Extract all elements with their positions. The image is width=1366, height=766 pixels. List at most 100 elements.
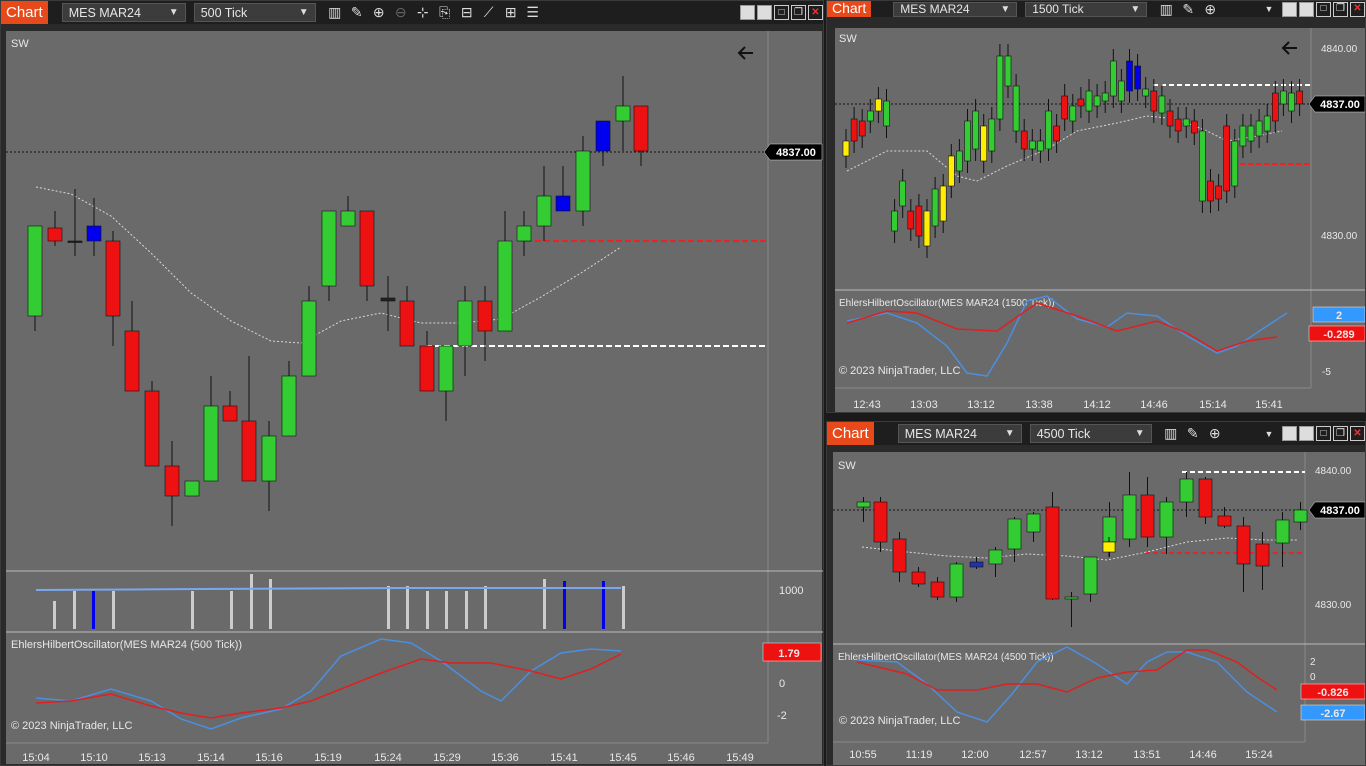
bar-style-icon[interactable]: ▥ (328, 4, 342, 20)
candle (1061, 95, 1068, 120)
zoom-out-icon[interactable]: ⊖ (394, 4, 407, 20)
window-title: Chart (827, 1, 872, 17)
candle (281, 375, 297, 437)
last-price-tag-text: 4837.00 (776, 147, 816, 159)
restore-icon[interactable]: ❐ (1333, 1, 1348, 17)
candle (1207, 180, 1214, 202)
instrument-selector[interactable]: MES MAR24 ▼ (893, 1, 1018, 17)
oscillator-signal-line (846, 295, 1288, 377)
instrument-label: MES MAR24 (900, 2, 970, 16)
close-icon[interactable]: ✕ (1350, 1, 1365, 17)
candle (956, 150, 963, 172)
oscillator-value: 1.79 (778, 648, 799, 660)
draw-pencil-icon[interactable]: ✎ (1186, 425, 1199, 441)
volume-bar (445, 591, 448, 629)
period-label: 1500 Tick (1032, 2, 1084, 16)
data-box-icon[interactable]: ⎘ (439, 4, 451, 20)
candle (301, 300, 317, 377)
templates-icon[interactable]: ☰ (526, 4, 539, 20)
maximize-icon[interactable]: □ (774, 5, 789, 20)
instrument-selector[interactable]: MES MAR24 ▼ (897, 424, 1022, 443)
candle (615, 105, 631, 122)
maximize-icon[interactable]: □ (1316, 1, 1331, 17)
candle (399, 300, 415, 347)
chevron-down-icon[interactable]: ▼ (168, 7, 179, 18)
candle (1280, 90, 1287, 105)
close-icon[interactable]: ✕ (1350, 426, 1365, 441)
chevron-down-icon[interactable]: ▼ (1000, 3, 1011, 15)
close-icon[interactable]: ✕ (808, 5, 823, 20)
candle (67, 240, 83, 243)
period-selector[interactable]: 500 Tick ▼ (193, 3, 316, 22)
volume-bar (230, 591, 233, 629)
volume-bar (406, 586, 409, 629)
oscillator-value: -2.67 (1320, 708, 1345, 720)
tile-icon-2[interactable] (1299, 1, 1314, 17)
zoom-in-icon[interactable]: ⊕ (1204, 0, 1217, 17)
time-axis-label: 15:41 (1255, 399, 1283, 411)
tile-icon[interactable] (740, 5, 755, 20)
chart-canvas-4500[interactable]: SW 4840.00 4830.00 4837.00 EhlersHilbertOsci… (827, 422, 1366, 766)
tile-icon[interactable] (1282, 426, 1297, 441)
chevron-down-icon[interactable]: ▼ (298, 7, 309, 18)
zoom-in-icon[interactable]: ⊕ (372, 4, 385, 20)
candle (1179, 478, 1194, 503)
back-arrow-icon[interactable] (1281, 41, 1297, 55)
chart-canvas-1500[interactable]: SW 4840.00 4830.00 4837.00 EhlersHilbertOsci… (827, 1, 1366, 413)
candle (972, 110, 979, 150)
crosshair-icon[interactable]: ⊹ (416, 4, 429, 20)
instrument-selector[interactable]: MES MAR24 ▼ (61, 3, 186, 22)
bar-style-icon[interactable]: ▥ (1159, 0, 1173, 17)
draw-pencil-icon[interactable]: ✎ (350, 4, 363, 20)
bar-style-icon[interactable]: ▥ (1164, 425, 1178, 441)
candle (988, 118, 996, 152)
time-axis-label: 12:57 (1019, 749, 1047, 761)
candle (842, 140, 850, 157)
copyright-text: © 2023 NinjaTrader, LLC (839, 365, 960, 377)
draw-pencil-icon[interactable]: ✎ (1182, 0, 1195, 17)
restore-icon[interactable]: ❐ (791, 5, 806, 20)
chevron-down-icon[interactable]: ▼ (1134, 428, 1145, 439)
tile-icon[interactable] (1282, 1, 1297, 17)
period-selector[interactable]: 4500 Tick ▼ (1029, 424, 1152, 443)
main-chart-canvas[interactable]: SW 4837.00 1000 EhlersHilbertOscillator(MES… (1, 1, 824, 766)
candle (477, 300, 493, 332)
oscillator-line (856, 649, 1278, 693)
time-axis-label: 15:36 (491, 752, 519, 764)
moving-average-line (846, 115, 1283, 182)
restore-icon[interactable]: ❐ (1333, 426, 1348, 441)
more-dropdown-icon[interactable]: ▼ (1264, 4, 1274, 14)
properties-icon[interactable]: ⊟ (460, 4, 473, 20)
chart-toolbar: Chart MES MAR24 ▼ 1500 Tick ▼ ▥ ✎ ⊕ ▼ □ ❐ … (827, 1, 1365, 17)
tile-icon-2[interactable] (757, 5, 772, 20)
candle (555, 195, 571, 212)
time-axis-label: 15:29 (433, 752, 461, 764)
candle (1236, 525, 1251, 565)
candle (875, 98, 882, 112)
chevron-down-icon[interactable]: ▼ (1130, 3, 1141, 15)
maximize-icon[interactable]: □ (1316, 426, 1331, 441)
candle (1247, 125, 1255, 142)
candle (261, 435, 277, 482)
candle (1190, 120, 1198, 134)
oscillator-value: 2 (1336, 310, 1342, 322)
candle (866, 110, 874, 122)
price-tick: 4830.00 (1321, 231, 1358, 242)
candle (1134, 65, 1141, 90)
indicators-icon[interactable]: ⊞ (504, 4, 517, 20)
candle (1122, 494, 1137, 540)
candle (923, 210, 931, 247)
chevron-down-icon[interactable]: ▼ (1004, 428, 1015, 439)
zoom-in-icon[interactable]: ⊕ (1208, 425, 1221, 441)
back-arrow-icon[interactable] (737, 46, 753, 60)
candle (1020, 130, 1028, 150)
tile-icon-2[interactable] (1299, 426, 1314, 441)
period-selector[interactable]: 1500 Tick ▼ (1025, 1, 1148, 17)
last-price-tag: 4837.00 (1308, 501, 1365, 519)
candle (892, 538, 907, 573)
candle (1217, 515, 1232, 527)
strategies-icon[interactable]: ⟋ (483, 4, 494, 20)
more-dropdown-icon[interactable]: ▼ (1264, 428, 1274, 439)
time-axis-label: 15:14 (1199, 399, 1227, 411)
time-axis-label: 15:04 (22, 752, 50, 764)
